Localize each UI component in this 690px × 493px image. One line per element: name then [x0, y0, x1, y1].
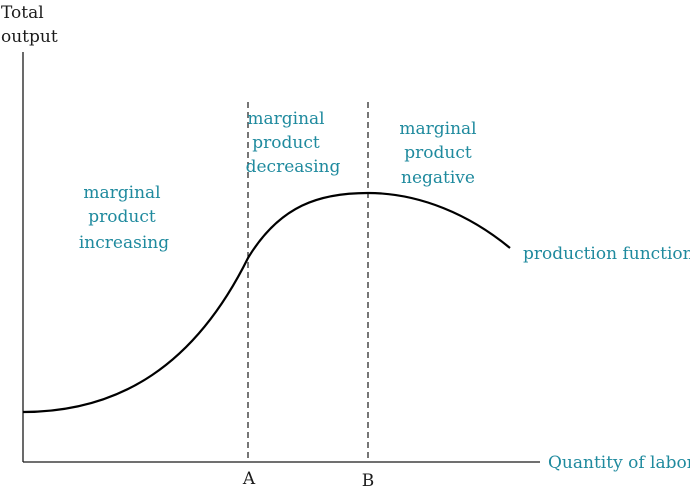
- region-increasing-line3: increasing: [79, 233, 169, 253]
- region-decreasing-line1: marginal: [247, 109, 324, 129]
- production-function-curve: [22, 191, 511, 414]
- region-negative-line1: marginal: [399, 119, 476, 139]
- region-increasing-line1: marginal: [83, 183, 160, 203]
- region-decreasing-line2: product: [252, 133, 320, 153]
- region-negative-line3: negative: [401, 168, 475, 188]
- y-axis-label-line2: output: [1, 27, 58, 47]
- marker-a-label: A: [242, 469, 256, 489]
- production-function-label: production function: [523, 244, 690, 264]
- region-increasing-line2: product: [88, 207, 156, 227]
- y-axis-label-line1: Total: [1, 3, 44, 23]
- region-decreasing-line3: decreasing: [246, 157, 341, 177]
- region-negative-line2: product: [404, 143, 472, 163]
- x-axis-label: Quantity of labor: [548, 453, 690, 473]
- marker-b-label: B: [362, 471, 375, 491]
